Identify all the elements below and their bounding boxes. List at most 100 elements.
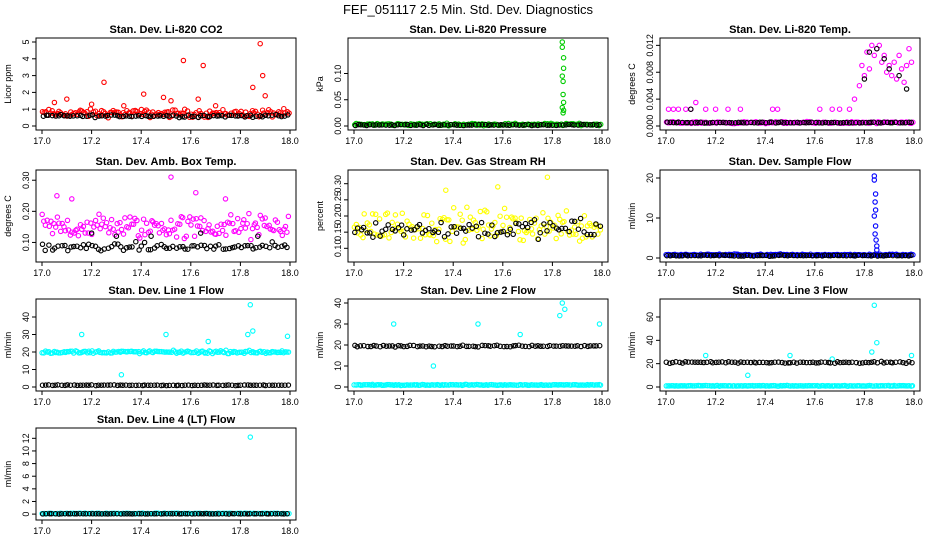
data-point bbox=[497, 213, 503, 219]
data-point bbox=[868, 253, 875, 259]
data-point bbox=[179, 113, 185, 120]
data-point bbox=[900, 359, 906, 366]
x-tick-label: 17.0 bbox=[33, 397, 51, 407]
data-point bbox=[778, 119, 784, 125]
data-point bbox=[442, 236, 449, 242]
data-point bbox=[197, 113, 204, 119]
data-point bbox=[560, 99, 567, 106]
data-point bbox=[498, 122, 504, 128]
data-point bbox=[169, 107, 176, 113]
data-point bbox=[189, 113, 195, 120]
y-axis-label: degrees C bbox=[3, 195, 13, 237]
data-point bbox=[115, 241, 121, 247]
data-point bbox=[223, 232, 229, 239]
data-point bbox=[457, 343, 463, 350]
data-point bbox=[182, 382, 188, 388]
data-point bbox=[778, 252, 784, 258]
data-point bbox=[537, 229, 543, 236]
data-point bbox=[133, 113, 139, 119]
data-point bbox=[135, 112, 142, 119]
data-point bbox=[430, 363, 437, 369]
data-point bbox=[738, 119, 744, 126]
data-point bbox=[173, 245, 180, 251]
data-point bbox=[380, 342, 387, 349]
data-point bbox=[843, 359, 849, 365]
data-point bbox=[769, 106, 776, 112]
data-point bbox=[564, 381, 571, 388]
data-point bbox=[136, 510, 142, 517]
y-axis-label: ml/min bbox=[3, 461, 13, 488]
data-point bbox=[702, 106, 709, 112]
data-point bbox=[543, 382, 549, 388]
data-point bbox=[383, 122, 389, 128]
data-point bbox=[745, 372, 751, 379]
data-point bbox=[441, 233, 448, 240]
data-point bbox=[198, 215, 204, 221]
data-point bbox=[408, 122, 414, 129]
data-point bbox=[908, 119, 915, 126]
data-point bbox=[540, 210, 546, 216]
data-point bbox=[235, 113, 241, 119]
data-point bbox=[126, 382, 133, 389]
data-point bbox=[731, 383, 737, 389]
data-point bbox=[138, 227, 145, 233]
x-tick-label: 17.4 bbox=[444, 136, 462, 146]
data-point bbox=[859, 360, 866, 366]
data-point bbox=[284, 244, 290, 251]
data-point bbox=[168, 98, 174, 104]
data-point bbox=[121, 103, 127, 109]
x-tick-label: 17.2 bbox=[707, 268, 725, 278]
data-point bbox=[871, 213, 878, 219]
data-point bbox=[101, 382, 107, 388]
data-point bbox=[189, 511, 195, 517]
data-point bbox=[426, 343, 432, 349]
data-point bbox=[71, 382, 78, 388]
data-point bbox=[51, 99, 58, 106]
data-point bbox=[80, 382, 86, 388]
data-point bbox=[713, 119, 720, 126]
x-tick-label: 18.0 bbox=[281, 136, 299, 146]
panel-6: Stan. Dev. Sample Flow ml/min 17.0 17.2 17.4… bbox=[627, 156, 923, 278]
data-point bbox=[179, 214, 186, 221]
data-point bbox=[259, 114, 266, 120]
data-point bbox=[230, 220, 236, 227]
data-point bbox=[372, 220, 379, 226]
data-point bbox=[874, 339, 880, 346]
data-point bbox=[194, 223, 201, 229]
data-point bbox=[273, 111, 279, 118]
data-point bbox=[500, 228, 506, 235]
x-tick-label: 17.6 bbox=[182, 268, 200, 278]
data-point bbox=[685, 253, 691, 259]
data-point bbox=[677, 359, 683, 366]
data-point bbox=[902, 252, 909, 259]
data-point bbox=[821, 252, 828, 259]
data-point bbox=[490, 382, 497, 388]
data-point bbox=[432, 121, 438, 128]
data-point bbox=[145, 113, 151, 120]
data-point bbox=[581, 229, 587, 235]
data-point bbox=[711, 252, 717, 259]
data-point bbox=[442, 342, 448, 349]
x-tick-label: 17.6 bbox=[806, 136, 824, 146]
data-point bbox=[118, 511, 124, 517]
data-point bbox=[176, 114, 182, 121]
data-point bbox=[212, 243, 219, 249]
x-tick-label: 17.6 bbox=[806, 268, 824, 278]
data-point bbox=[897, 120, 903, 126]
data-point bbox=[395, 225, 402, 231]
data-point bbox=[588, 231, 594, 238]
series-reference bbox=[39, 382, 292, 389]
series-primary bbox=[39, 40, 292, 121]
data-point bbox=[126, 244, 133, 250]
data-point bbox=[766, 360, 772, 366]
data-point bbox=[206, 222, 212, 228]
data-point bbox=[86, 510, 93, 517]
data-point bbox=[177, 244, 183, 250]
data-point bbox=[519, 343, 525, 349]
data-point bbox=[262, 382, 269, 389]
data-point bbox=[735, 253, 742, 259]
x-tick-label: 17.4 bbox=[132, 526, 150, 536]
series-reference bbox=[352, 121, 602, 129]
data-point bbox=[822, 119, 829, 126]
data-point bbox=[450, 205, 457, 211]
